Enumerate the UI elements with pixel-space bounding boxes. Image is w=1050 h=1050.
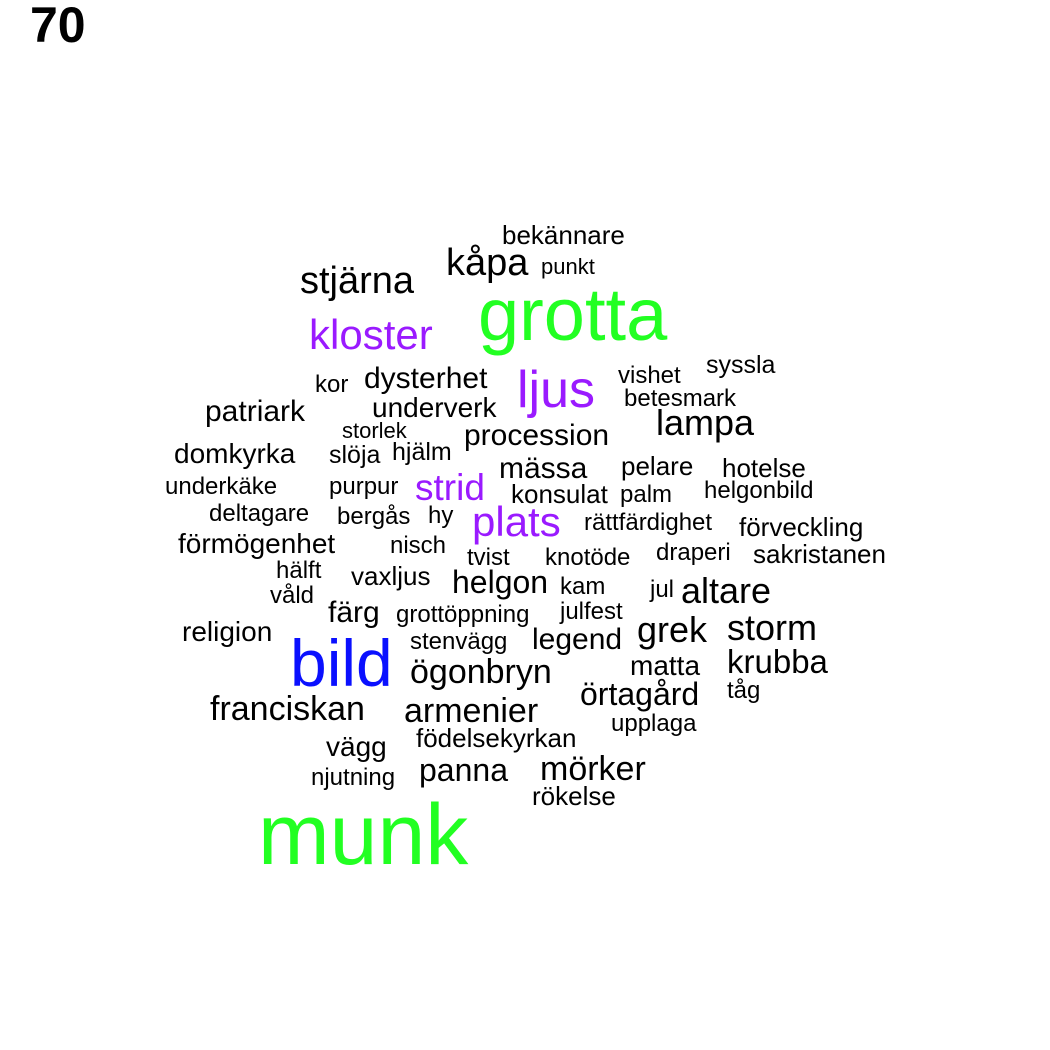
- word-lampa: lampa: [656, 402, 755, 443]
- word-kapa: kåpa: [446, 242, 529, 284]
- word-stenvagg: stenvägg: [410, 628, 508, 655]
- word-upplaga: upplaga: [611, 710, 697, 737]
- word-kor: kor: [315, 371, 349, 398]
- word-pelare: pelare: [621, 451, 694, 481]
- word-julfest: julfest: [560, 598, 623, 625]
- word-plats: plats: [472, 498, 561, 545]
- word-massa: mässa: [499, 452, 588, 485]
- word-hotelse: hotelse: [722, 453, 806, 483]
- word-armenier: armenier: [404, 692, 539, 730]
- word-tag: tåg: [727, 677, 761, 704]
- word-purpur: purpur: [329, 473, 399, 500]
- word-palm: palm: [620, 481, 673, 508]
- word-legend: legend: [532, 623, 623, 656]
- word-storlek: storlek: [342, 418, 407, 443]
- word-rattfardighet: rättfärdighet: [584, 509, 713, 536]
- word-punkt: punkt: [541, 254, 595, 279]
- word-draperi: draperi: [656, 539, 731, 566]
- word-altare: altare: [681, 570, 772, 611]
- word-helgon: helgon: [452, 564, 549, 600]
- word-panna: panna: [419, 752, 508, 788]
- word-helgonbild: helgonbild: [704, 477, 814, 504]
- word-hy: hy: [428, 502, 454, 529]
- word-konsulat: konsulat: [511, 479, 608, 509]
- word-tvist: tvist: [467, 544, 510, 571]
- word-sloja: slöja: [329, 441, 381, 469]
- page-number: 70: [30, 0, 86, 53]
- word-ogonbryn: ögonbryn: [410, 653, 552, 691]
- word-krubba: krubba: [727, 643, 828, 680]
- word-ljus: ljus: [517, 361, 596, 419]
- word-strid: strid: [415, 467, 485, 508]
- word-religion: religion: [182, 616, 273, 647]
- word-bild: bild: [290, 626, 393, 700]
- word-kloster: kloster: [309, 311, 433, 358]
- word-rokelse: rökelse: [532, 781, 616, 811]
- word-vagg: vägg: [326, 731, 387, 762]
- word-syssla: syssla: [706, 351, 776, 379]
- word-stjarna: stjärna: [300, 260, 415, 302]
- word-morker: mörker: [540, 750, 646, 788]
- word-bekannare: bekännare: [502, 220, 625, 250]
- word-storm: storm: [727, 607, 817, 648]
- word-bergas: bergås: [337, 503, 411, 530]
- word-forveckling: förveckling: [739, 512, 864, 542]
- word-formogenhet: förmögenhet: [178, 528, 336, 559]
- word-procession: procession: [464, 419, 610, 452]
- word-dysterhet: dysterhet: [364, 362, 488, 395]
- word-grottoppning: grottöppning: [396, 601, 530, 628]
- word-grek: grek: [637, 609, 708, 650]
- word-farg: färg: [328, 596, 380, 629]
- word-deltagare: deltagare: [209, 500, 310, 527]
- word-halft: hälft: [276, 557, 322, 584]
- word-munk: munk: [258, 787, 469, 883]
- word-hjalm: hjälm: [392, 438, 452, 466]
- word-kam: kam: [560, 573, 606, 600]
- word-njutning: njutning: [311, 764, 396, 791]
- word-vaxljus: vaxljus: [351, 561, 431, 591]
- word-betesmark: betesmark: [624, 385, 737, 412]
- word-sakristanen: sakristanen: [753, 539, 886, 569]
- word-jul: jul: [650, 576, 675, 603]
- word-grotta: grotta: [478, 273, 668, 356]
- word-ortagard: örtagård: [580, 676, 700, 712]
- word-fodelsekyrkan: födelsekyrkan: [416, 723, 577, 753]
- word-matta: matta: [630, 650, 701, 681]
- word-underkake: underkäke: [165, 473, 278, 500]
- word-vishet: vishet: [618, 362, 681, 389]
- word-underverk: underverk: [372, 392, 497, 423]
- word-franciskan: franciskan: [210, 690, 365, 728]
- word-nisch: nisch: [390, 532, 447, 559]
- word-vald: våld: [270, 582, 315, 609]
- word-patriark: patriark: [205, 395, 306, 428]
- word-knotode: knotöde: [545, 544, 631, 571]
- word-domkyrka: domkyrka: [174, 438, 296, 469]
